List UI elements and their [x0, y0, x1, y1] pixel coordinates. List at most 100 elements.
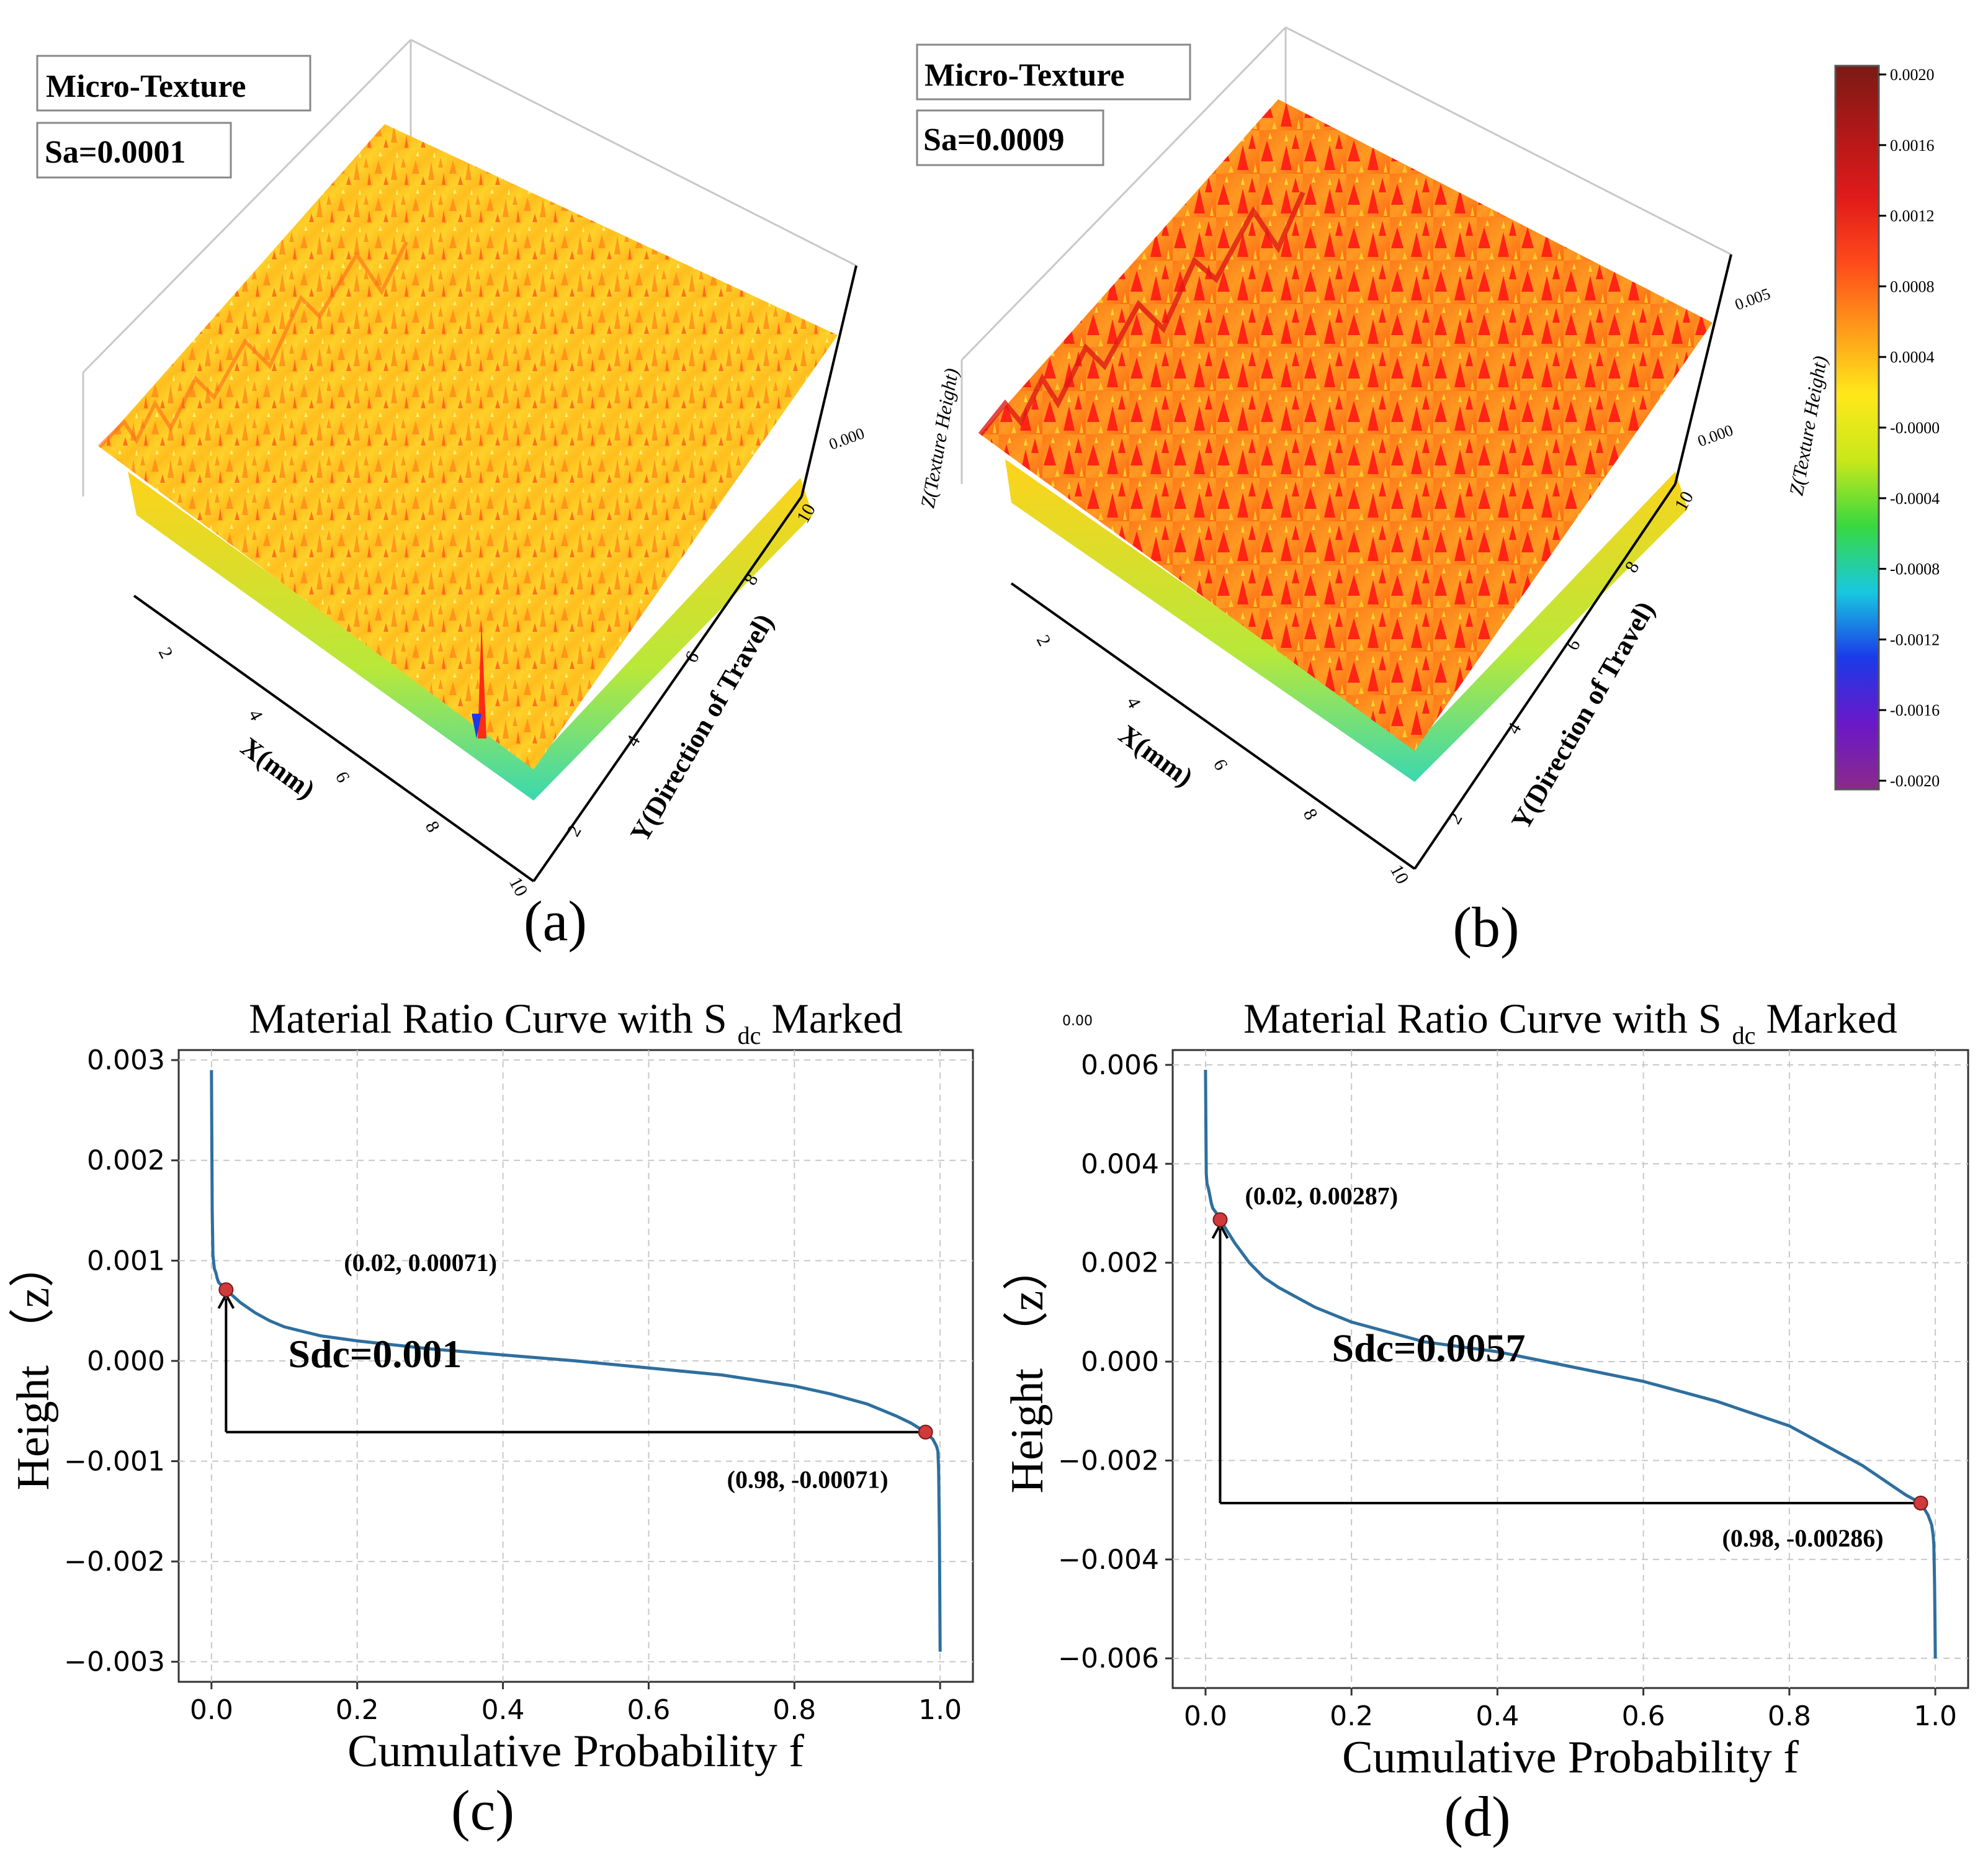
colorbar-tick-label: 0.0012 — [1890, 207, 1935, 225]
point-label: (0.02, 0.00287) — [1245, 1182, 1398, 1210]
surface-a-x-axis-title: X(mm) — [235, 731, 321, 805]
x-tick-label: 0.8 — [772, 1694, 816, 1726]
surface-a-z-tick: 0.000 — [826, 424, 867, 453]
surface-a-x-tick: 4 — [244, 706, 267, 724]
surface-a-peak-ridge — [97, 241, 408, 449]
panel-label-b: (b) — [1453, 896, 1519, 959]
surface-panel-a: 2 4 6 8 10 X(mm) 2 4 6 8 10 Y(Direction … — [36, 38, 962, 953]
stray-label: 0.00 — [1062, 1013, 1093, 1029]
x-tick-label: 1.0 — [918, 1694, 962, 1726]
surface-a-label-box-2 — [36, 122, 232, 179]
x-tick-label: 0.0 — [190, 1694, 233, 1726]
y-tick-label: 0.002 — [87, 1145, 165, 1177]
y-tick-label: 0.000 — [1081, 1346, 1159, 1378]
surface-a-axes — [133, 265, 857, 882]
plot-frame — [1171, 1049, 1969, 1689]
y-axis-title: Height （z） — [1002, 1245, 1053, 1494]
surface-b-side — [1005, 459, 1688, 782]
surface-a-x-tick: 8 — [421, 818, 444, 836]
surface-b-label-box-2 — [916, 109, 1104, 166]
x-axis-title: Cumulative Probability f — [1342, 1732, 1799, 1783]
chart-d: 0.0 0.2 0.4 0.6 0.8 1.0 0.006 0.004 0.002 0.000 −0… — [1002, 995, 1969, 1848]
surface-a-side — [128, 472, 813, 801]
title-subscript: dc — [1732, 1022, 1756, 1049]
surface-a-z-axis-title: Z(Texture Height) — [916, 367, 962, 510]
surface-b-x-tick: 2 — [1032, 632, 1055, 650]
surface-b-z-axis-title: Z(Texture Height) — [1784, 354, 1831, 498]
x-tick-label: 1.0 — [1914, 1700, 1957, 1732]
surface-b-y-tick: 2 — [1444, 809, 1466, 827]
marked-point — [1913, 1495, 1928, 1511]
surface-b-z-tick: 0.005 — [1732, 284, 1773, 313]
y-tick-label: −0.002 — [1058, 1445, 1159, 1476]
x-tick-label: 0.2 — [1330, 1700, 1373, 1732]
panel-label: (d) — [1444, 1785, 1510, 1848]
title-main: Material Ratio Curve with S — [249, 995, 738, 1042]
surface-a-label-1: Micro-Texture — [46, 69, 246, 104]
colorbar-ticks: 0.0020 0.0016 0.0012 0.0008 0.0004 -0.0000 -0.… — [1879, 66, 1940, 790]
chart-title: Material Ratio Curve with S dc Marked — [1243, 995, 1897, 1049]
surface-b-x-tick: 4 — [1122, 694, 1145, 712]
x-tick-label: 0.6 — [627, 1694, 670, 1726]
surface-b-peak-ridge — [978, 191, 1305, 436]
x-tick-label: 0.0 — [1184, 1700, 1227, 1732]
surface-panel-b: 2 4 6 8 10 X(mm) 2 4 6 8 10 Y(Direction … — [916, 26, 1831, 959]
surface-a-top — [99, 124, 838, 770]
y-tick-label: 0.002 — [1081, 1247, 1159, 1279]
colorbar-tick-label: 0.0020 — [1890, 66, 1935, 84]
marked-point — [218, 1282, 234, 1298]
surface-b-z-tick: 0.000 — [1695, 421, 1735, 450]
title-end: Marked — [1755, 995, 1897, 1042]
plot-frame — [177, 1049, 974, 1683]
colorbar-tick-label: -0.0000 — [1890, 419, 1940, 437]
chart-c: 0.0 0.2 0.4 0.6 0.8 1.0 0.003 0.002 0.001 0.000 −0… — [8, 995, 974, 1842]
surface-b-label-2: Sa=0.0009 — [923, 122, 1065, 158]
title-main: Material Ratio Curve with S — [1243, 995, 1732, 1042]
material-ratio-curve — [210, 1070, 942, 1652]
y-tick-label: 0.004 — [1081, 1148, 1159, 1180]
point-label: (0.98, -0.00286) — [1722, 1524, 1884, 1552]
x-axis-title: Cumulative Probability f — [347, 1726, 804, 1777]
colorbar-tick-label: -0.0008 — [1890, 560, 1940, 578]
chart-title: Material Ratio Curve with S dc Marked — [249, 995, 903, 1049]
surface-a-dip — [472, 714, 481, 739]
title-end: Marked — [761, 995, 902, 1042]
colorbar-tick-label: 0.0016 — [1890, 137, 1935, 155]
y-tick-label: −0.001 — [64, 1446, 165, 1478]
y-tick-label: 0.006 — [1081, 1049, 1159, 1081]
point-label: (0.02, 0.00071) — [344, 1249, 497, 1277]
colorbar-tick-label: 0.0008 — [1890, 277, 1935, 295]
y-tick-label: −0.006 — [1058, 1643, 1159, 1674]
marked-point — [1212, 1212, 1228, 1228]
y-tick-label: −0.003 — [64, 1646, 165, 1678]
y-tick-label: 0.001 — [87, 1245, 165, 1277]
y-tick-label: 0.000 — [87, 1345, 165, 1377]
surface-b-label-1: Micro-Texture — [925, 58, 1125, 93]
y-tick-label: −0.002 — [64, 1546, 165, 1578]
title-subscript: dc — [738, 1022, 761, 1049]
x-tick-label: 0.2 — [336, 1694, 379, 1726]
surface-b-x-tick: 8 — [1299, 806, 1322, 824]
y-tick-label: −0.004 — [1058, 1544, 1159, 1576]
colorbar-tick-label: -0.0004 — [1890, 490, 1940, 508]
colorbar-tick-label: -0.0020 — [1890, 772, 1940, 790]
surface-b-top — [980, 99, 1713, 751]
surface-a-x-tick: 6 — [331, 768, 354, 786]
x-tick-label: 0.6 — [1622, 1700, 1665, 1732]
surface-a-label-2: Sa=0.0001 — [45, 135, 186, 170]
surface-a-label-box-1 — [36, 55, 311, 112]
colorbar-tick-label: -0.0016 — [1890, 701, 1940, 719]
surface-b-axes — [1010, 254, 1732, 870]
colorbar-bar — [1834, 65, 1880, 791]
surface-a-spike — [478, 621, 486, 739]
surface-b-label-box-1 — [916, 43, 1191, 101]
x-tick-label: 0.4 — [1475, 1700, 1519, 1732]
surface-b-y-tick: 6 — [1562, 635, 1584, 653]
colorbar-tick-label: 0.0004 — [1890, 348, 1935, 366]
surface-a-x-tick: 2 — [154, 644, 177, 662]
x-tick-label: 0.8 — [1768, 1700, 1811, 1732]
sdc-annotation: Sdc=0.0057 — [1332, 1326, 1525, 1370]
y-axis-title: Height （z） — [8, 1242, 59, 1491]
surface-b-x-tick: 6 — [1209, 756, 1232, 774]
